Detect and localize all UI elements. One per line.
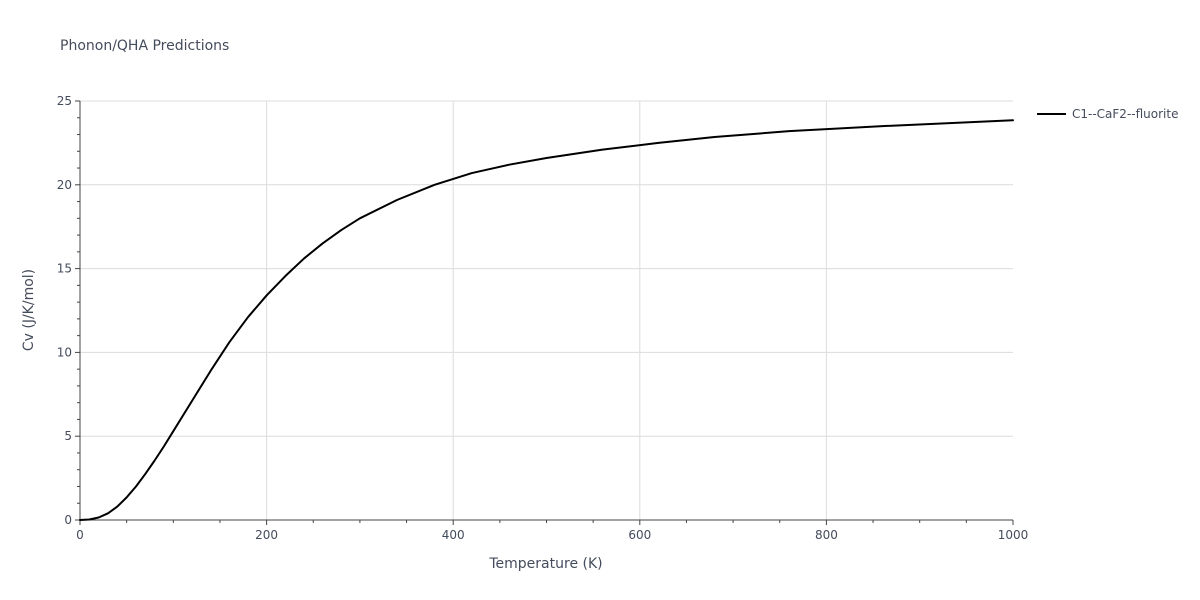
series-layer [79,119,1014,521]
series-line-0[interactable] [79,119,1014,521]
x-tick-label: 800 [815,528,838,542]
axes: 0 200 400 600 800 1000 0 5 10 15 20 25 [57,94,1029,542]
x-axis-title: Temperature (K) [488,556,602,572]
y-tick-label: 0 [64,513,72,527]
legend[interactable]: C1--CaF2--fluorite [1037,107,1178,121]
y-axis-title: Cv (J/K/mol) [21,269,37,351]
x-tick-label: 400 [442,528,465,542]
x-tick-label: 600 [628,528,651,542]
y-tick-label: 10 [57,345,72,359]
y-tick-label: 20 [57,178,72,192]
legend-label[interactable]: C1--CaF2--fluorite [1072,107,1178,121]
y-tick-label: 5 [64,429,72,443]
chart-title: Phonon/QHA Predictions [60,38,229,54]
x-tick-label: 200 [255,528,278,542]
y-tick-label: 15 [57,262,72,276]
x-tick-label: 0 [76,528,84,542]
y-tick-label: 25 [57,94,72,108]
x-tick-label: 1000 [998,528,1029,542]
grid [80,100,1013,520]
